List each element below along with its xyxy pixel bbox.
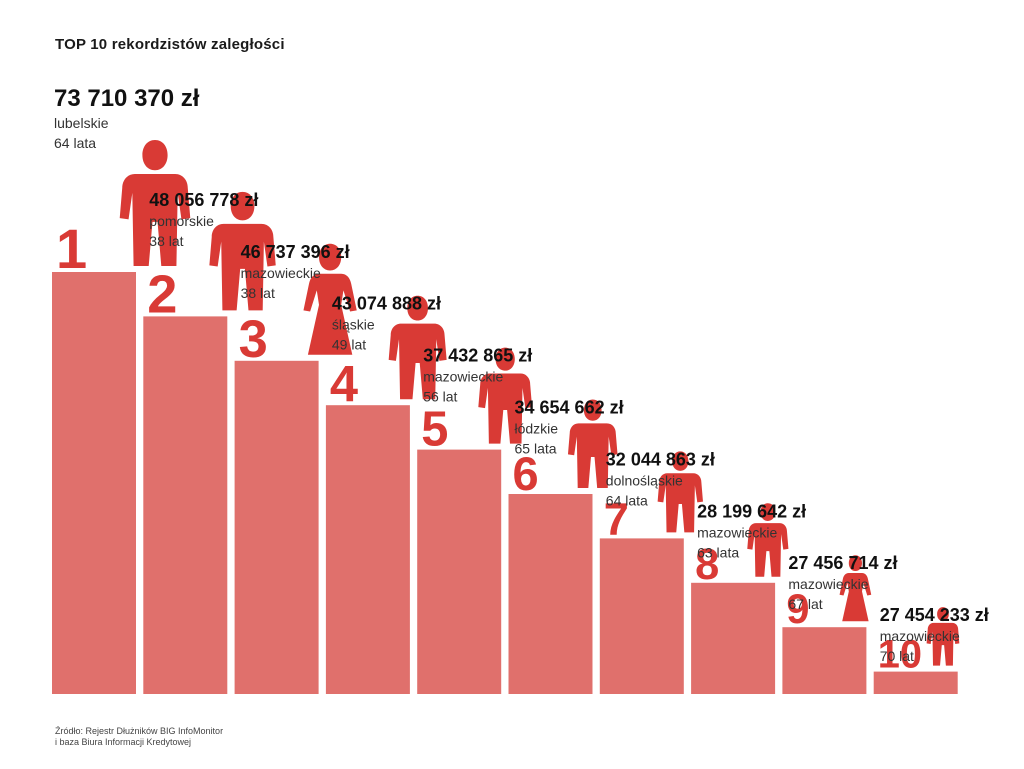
person-figure-icon-2 <box>209 191 276 311</box>
region-label-7: dolnośląskie <box>606 472 683 488</box>
amount-label-9: 27 456 714 zł <box>788 553 897 573</box>
region-label-3: mazowieckie <box>241 265 321 281</box>
bar-1 <box>52 272 136 694</box>
bar-9 <box>782 627 867 694</box>
amount-label-6: 34 654 662 zł <box>515 398 624 418</box>
amount-label-5: 37 432 865 zł <box>423 346 532 366</box>
person-figure-icon-7 <box>657 451 703 533</box>
person-figure-icon-8 <box>747 503 789 577</box>
age-label-6: 65 lata <box>515 441 557 457</box>
rank-label-2: 2 <box>147 264 177 324</box>
amount-label-10: 27 454 233 zł <box>880 605 989 625</box>
person-figure-icon-3 <box>303 243 357 355</box>
age-label-1: 64 lata <box>54 135 96 151</box>
person-figure-icon-4 <box>388 295 447 400</box>
bar-7 <box>599 538 684 694</box>
bar-10 <box>873 671 958 694</box>
age-label-8: 63 lata <box>697 544 739 560</box>
bar-4 <box>325 405 410 694</box>
region-label-9: mazowieckie <box>788 576 868 592</box>
source-line-1: Źródło: Rejestr Dłużników BIG InfoMonito… <box>55 726 224 736</box>
region-label-4: śląskie <box>332 317 375 333</box>
rank-label-5: 5 <box>421 403 448 457</box>
bar-5 <box>417 449 502 694</box>
rank-label-8: 8 <box>695 541 719 589</box>
age-label-3: 38 lat <box>241 285 275 301</box>
bar-2 <box>143 316 228 694</box>
age-label-9: 67 lat <box>788 596 822 612</box>
age-label-7: 64 lata <box>606 492 648 508</box>
age-label-2: 38 lat <box>149 233 183 249</box>
person-figure-icon-10 <box>926 607 960 666</box>
amount-label-8: 28 199 642 zł <box>697 501 806 521</box>
region-label-5: mazowieckie <box>423 369 503 385</box>
bar-3 <box>234 360 319 694</box>
rank-label-1: 1 <box>56 217 87 280</box>
bar-6 <box>508 494 593 694</box>
amount-label-3: 46 737 396 zł <box>241 242 350 262</box>
person-figure-icon-6 <box>567 399 618 488</box>
bar-8 <box>691 582 776 694</box>
person-figure-icon-1 <box>119 140 191 266</box>
region-label-6: łódzkie <box>515 421 559 437</box>
rank-label-9: 9 <box>786 585 809 632</box>
amount-label-2: 48 056 778 zł <box>149 190 258 210</box>
amount-label-7: 32 044 863 zł <box>606 449 715 469</box>
source-line-2: i baza Biura Informacji Kredytowej <box>55 737 192 747</box>
amount-label-4: 43 074 888 zł <box>332 294 441 314</box>
source-note: Źródło: Rejestr Dłużników BIG InfoMonito… <box>55 726 223 748</box>
person-figure-icon-9 <box>839 555 872 622</box>
age-label-10: 70 lat <box>880 648 914 664</box>
rank-label-3: 3 <box>239 311 268 369</box>
person-figure-icon-5 <box>478 347 533 444</box>
age-label-4: 49 lat <box>332 337 366 353</box>
rank-label-7: 7 <box>604 493 629 544</box>
chart-title: TOP 10 rekordzistów zaległości <box>55 36 285 53</box>
rank-label-4: 4 <box>330 355 358 412</box>
rank-label-6: 6 <box>513 447 539 500</box>
region-label-8: mazowieckie <box>697 524 777 540</box>
age-label-5: 56 lat <box>423 389 457 405</box>
region-label-1: lubelskie <box>54 115 109 131</box>
region-label-2: pomorskie <box>149 213 214 229</box>
region-label-10: mazowieckie <box>880 628 960 644</box>
amount-label-1: 73 710 370 zł <box>54 85 200 112</box>
rank-label-10: 10 <box>878 633 922 677</box>
